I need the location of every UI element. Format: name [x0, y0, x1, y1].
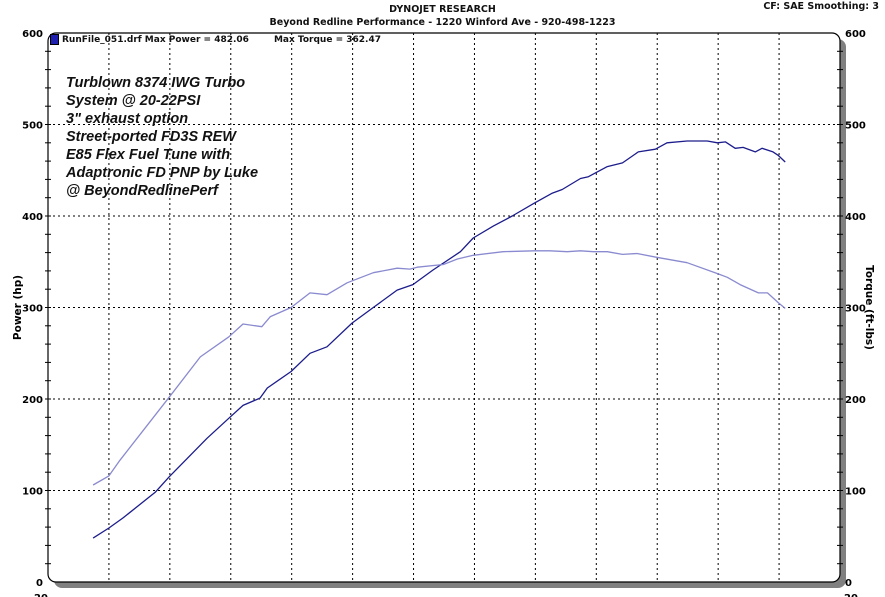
x-tick-label: 20 [34, 593, 48, 597]
y2-tick-label: 600 [845, 29, 866, 40]
y2-tick-label: 300 [845, 304, 866, 315]
note-line: Turblown 8374 IWG Turbo [66, 75, 246, 91]
legend-swatch [50, 34, 59, 45]
y2-tick-label: 200 [845, 395, 866, 406]
legend-torque-label: Max Torque = 362.47 [273, 34, 381, 45]
chart-title: DYNOJET RESEARCH [389, 4, 496, 15]
correction-factor: CF: SAE Smoothing: 3 [763, 1, 879, 12]
chart-subtitle: Beyond Redline Performance - 1220 Winfor… [269, 17, 616, 28]
note-line: @ BeyondRedlinePerf [66, 183, 218, 199]
note-line: E85 Flex Fuel Tune with [66, 147, 231, 163]
y2-tick-label: 400 [845, 212, 866, 223]
y2-tick-label: 500 [845, 121, 866, 132]
note-line: System @ 20-22PSI [66, 93, 201, 109]
y-axis-title: Power (hp) [12, 275, 24, 340]
y2-tick-label: 100 [845, 487, 866, 498]
y-tick-label: 0 [36, 578, 43, 589]
y-tick-label: 200 [22, 395, 43, 406]
y-tick-label: 500 [22, 121, 43, 132]
y-tick-label: 300 [22, 304, 43, 315]
note-line: Street-ported FD3S REW [66, 129, 236, 145]
y-tick-label: 600 [22, 29, 43, 40]
annotation-notes: Turblown 8374 IWG Turbo System @ 20-22PS… [66, 74, 258, 200]
y2-tick-label: 0 [845, 578, 852, 589]
y2-axis-title: Torque (ft-lbs) [863, 265, 875, 350]
legend: RunFile_051.drf Max Power = 482.06 Max T… [50, 34, 381, 45]
note-line: 3" exhaust option [66, 111, 189, 127]
x-tick-label: 20 [844, 593, 858, 597]
legend-run-label: RunFile_051.drf Max Power = 482.06 [62, 34, 249, 45]
torque-curve [92, 250, 786, 486]
note-line: Adaptronic FD PNP by Luke [66, 165, 259, 181]
y-tick-label: 400 [22, 212, 43, 223]
y-tick-label: 100 [22, 487, 43, 498]
